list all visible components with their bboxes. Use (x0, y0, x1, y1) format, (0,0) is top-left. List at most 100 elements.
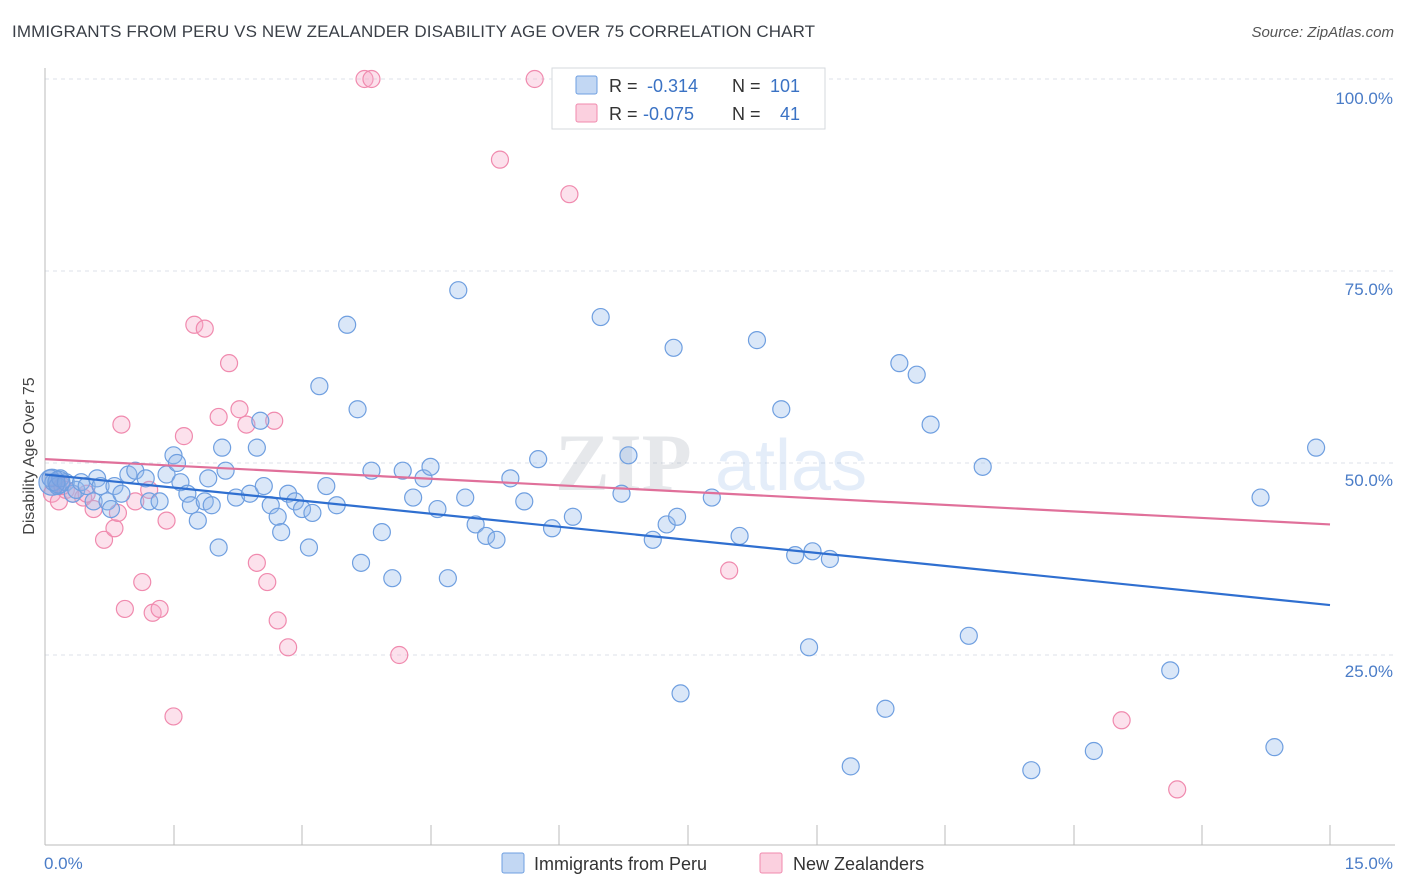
nz-point-26 (279, 638, 298, 657)
x-axis-ticks (44, 825, 1331, 845)
peru-point-35 (254, 476, 273, 496)
nz-point-18 (195, 319, 214, 338)
nz-point-16 (174, 427, 194, 446)
peru-point-88 (907, 365, 926, 384)
peru-point-67 (542, 519, 562, 538)
legend-n-value-2: 41 (780, 104, 800, 124)
peru-point-65 (515, 492, 534, 511)
nz-point-6 (94, 530, 114, 549)
peru-point-87 (890, 354, 909, 373)
peru-point-89 (921, 415, 940, 434)
legend-r-value-1: -0.314 (647, 76, 698, 96)
peru-point-98 (167, 453, 187, 473)
peru-point-76 (671, 684, 690, 703)
nz-point-31 (525, 69, 544, 89)
peru-point-43 (303, 503, 322, 523)
peru-point-52 (383, 569, 402, 588)
peru-point-62 (476, 526, 496, 546)
legend-r-label-2: R = (609, 104, 638, 124)
nz-point-17 (185, 315, 204, 334)
peru-point-44 (310, 377, 329, 396)
peru-point-9 (84, 492, 103, 511)
correlation-legend: R = -0.314 N = 101 R = -0.075 N = 41 (551, 67, 826, 130)
watermark-atlas: atlas (715, 426, 867, 506)
nz-point-39 (237, 415, 256, 434)
peru-point-25 (188, 511, 207, 530)
nz-point-10 (126, 492, 145, 511)
peru-point-58 (438, 569, 457, 588)
nz-point-37 (112, 415, 131, 434)
legend-swatch-pink (575, 103, 598, 123)
nz-point-15 (164, 707, 183, 726)
nz-point-9 (115, 599, 134, 619)
series-new-zealanders (42, 69, 1187, 799)
y-axis-label: Disability Age Over 75 (21, 377, 38, 535)
bottom-legend-swatch-pink (759, 852, 783, 874)
nz-point-13 (150, 599, 169, 619)
peru-point-60 (456, 488, 475, 507)
peru-point-37 (268, 507, 287, 526)
peru-point-45 (317, 476, 336, 496)
peru-point-59 (449, 281, 468, 300)
peru-point-66 (529, 450, 548, 469)
peru-point-16 (126, 461, 145, 480)
peru-point-24 (181, 496, 200, 515)
x-tick-label-min: 0.0% (44, 854, 83, 873)
nz-point-34 (1112, 711, 1131, 730)
peru-point-96 (1265, 738, 1284, 757)
peru-point-18 (140, 492, 159, 511)
peru-point-11 (91, 476, 110, 496)
peru-point-47 (338, 315, 357, 334)
peru-point-93 (1084, 741, 1103, 761)
nz-point-27 (355, 69, 374, 89)
nz-point-7 (105, 519, 124, 538)
peru-point-97 (1307, 438, 1326, 457)
peru-point-82 (799, 638, 819, 657)
nz-point-14 (157, 511, 176, 530)
peru-point-80 (772, 400, 791, 419)
peru-point-68 (563, 507, 582, 526)
peru-point-86 (876, 699, 895, 718)
chart-title: IMMIGRANTS FROM PERU VS NEW ZEALANDER DI… (12, 22, 816, 41)
bottom-legend-label-peru: Immigrants from Peru (534, 854, 707, 874)
peru-point-34 (251, 411, 270, 430)
peru-point-72 (643, 530, 662, 549)
legend-r-label-1: R = (609, 76, 638, 96)
nz-point-20 (219, 354, 239, 373)
chart-source: Source: ZipAtlas.com (1251, 24, 1394, 41)
peru-point-42 (299, 538, 319, 557)
nz-point-11 (133, 572, 152, 592)
peru-point-19 (150, 492, 169, 511)
peru-point-94 (1161, 661, 1180, 680)
nz-point-25 (268, 611, 287, 630)
nz-point-33 (720, 561, 739, 580)
peru-point-30 (216, 461, 235, 480)
peru-point-17 (136, 469, 155, 488)
nz-point-21 (230, 400, 249, 419)
peru-trend-line (44, 473, 1331, 607)
legend-n-value-1: 101 (770, 76, 800, 96)
bottom-legend-label-nz: New Zealanders (793, 854, 924, 874)
peru-point-63 (487, 530, 506, 549)
peru-point-51 (372, 523, 391, 542)
nz-point-22 (247, 553, 266, 572)
peru-point-8 (77, 476, 96, 496)
watermark: ZIP atlas (555, 417, 867, 508)
peru-point-61 (466, 515, 485, 534)
nz-point-36 (77, 484, 96, 503)
peru-point-53 (393, 461, 412, 480)
nz-point-23 (258, 572, 277, 592)
legend-swatch-blue (575, 75, 598, 95)
peru-point-73 (657, 515, 676, 534)
nz-point-24 (265, 411, 284, 430)
y-tick-label-75: 75.0% (1345, 280, 1393, 299)
peru-point-38 (272, 523, 291, 542)
peru-point-90 (959, 626, 978, 645)
peru-point-54 (404, 488, 423, 507)
legend-n-label-1: N = (732, 76, 761, 96)
y-tick-label-50: 50.0% (1345, 471, 1393, 490)
peru-point-14 (112, 484, 131, 503)
peru-point-69 (591, 307, 610, 327)
peru-point-29 (213, 438, 232, 457)
